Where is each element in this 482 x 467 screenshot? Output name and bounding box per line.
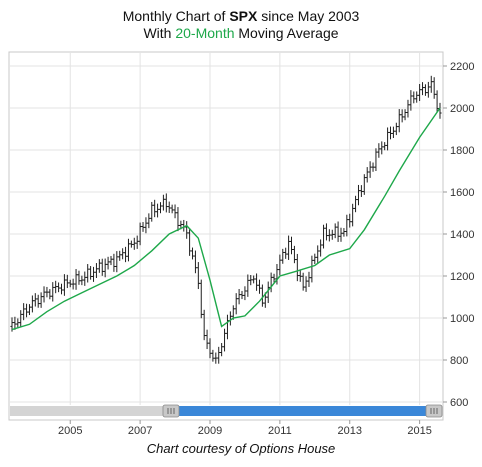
y-tick-label: 800	[450, 355, 468, 367]
x-tick-label: 2013	[337, 425, 361, 437]
y-tick-label: 2200	[450, 61, 474, 73]
y-tick-label: 1000	[450, 313, 474, 325]
range-scrollbar[interactable]	[10, 404, 443, 418]
x-tick-label: 2009	[198, 425, 222, 437]
grip-icon	[167, 408, 438, 414]
title-prefix: Monthly Chart of	[122, 8, 230, 24]
y-tick-label: 1200	[450, 271, 474, 283]
moving-average-line	[11, 107, 441, 331]
price-bars	[10, 75, 442, 364]
scrollbar-selection[interactable]	[172, 406, 434, 416]
y-tick-label: 2000	[450, 103, 474, 115]
x-tick-label: 2005	[58, 425, 82, 437]
y-axis: 600 800 1000 1200 1400 1600 1800 2000 2200	[443, 61, 474, 409]
x-tick-label: 2015	[407, 425, 431, 437]
y-tick-label: 600	[450, 397, 468, 409]
y-tick-label: 1800	[450, 145, 474, 157]
x-axis: 2005 2007 2009 2011 2013 2015	[58, 420, 432, 437]
x-tick-label: 2007	[128, 425, 152, 437]
subtitle-suffix: Moving Average	[234, 25, 339, 41]
subtitle-highlight: 20-Month	[175, 25, 235, 41]
chart-title: Monthly Chart of SPX since May 2003	[0, 8, 482, 24]
title-ticker: SPX	[229, 8, 258, 24]
title-suffix: since May 2003	[257, 8, 360, 24]
chart-subtitle: With 20-Month Moving Average	[0, 25, 482, 41]
plot-area	[8, 51, 444, 421]
y-tick-label: 1400	[450, 229, 474, 241]
ma-line-path	[11, 107, 441, 331]
x-tick-label: 2011	[268, 425, 292, 437]
subtitle-prefix: With	[143, 25, 176, 41]
chart-credit: Chart courtesy of Options House	[146, 441, 336, 456]
y-tick-label: 1600	[450, 187, 474, 199]
